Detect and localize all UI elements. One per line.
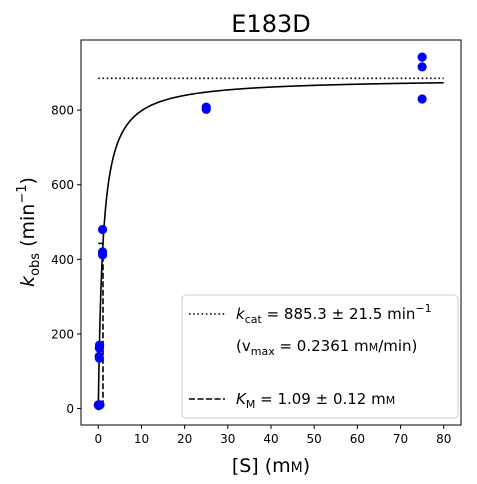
plot-area <box>93 52 444 411</box>
y-tick-label: 600 <box>51 178 74 192</box>
x-tick-label: 0 <box>94 432 102 446</box>
data-point <box>417 52 427 62</box>
y-axis-label-sub: obs <box>28 253 43 276</box>
legend-vmax-value: = 0.2361 m <box>275 337 369 355</box>
data-point <box>97 224 108 235</box>
legend-kcat-value: = 885.3 ± 21.5 min <box>262 305 416 323</box>
legend-entry-kcat: kcat = 885.3 ± 21.5 min−1 <box>236 302 432 326</box>
legend-vmax-sub: max <box>251 345 275 358</box>
y-tick-label: 0 <box>66 402 74 416</box>
x-tick-label: 20 <box>177 432 192 446</box>
data-point <box>95 400 105 410</box>
legend-vmax-tail: /min) <box>378 337 417 355</box>
legend-km-unit: M <box>386 394 396 407</box>
x-tick-label: 60 <box>350 432 365 446</box>
legend-kcat-symbol: k <box>236 305 246 323</box>
data-point <box>417 62 427 72</box>
x-axis-ticks: 0 10 20 30 40 50 60 70 80 <box>94 425 451 446</box>
y-axis-label-sup: −1 <box>15 184 30 203</box>
y-axis-label-unit: (min <box>17 204 39 253</box>
y-tick-label: 200 <box>51 327 74 341</box>
legend-km-symbol: K <box>236 390 247 408</box>
legend-entry-vmax: (vmax = 0.2361 mM/min) <box>236 337 417 358</box>
x-tick-label: 70 <box>393 432 408 446</box>
x-tick-label: 10 <box>134 432 149 446</box>
legend-vmax-symbol: (v <box>236 337 251 355</box>
y-axis-label-close: ) <box>17 177 39 184</box>
x-axis-label: [S] (mM) <box>232 455 310 477</box>
legend-kcat-sup: −1 <box>415 302 431 315</box>
x-tick-label: 80 <box>436 432 451 446</box>
legend: kcat = 885.3 ± 21.5 min−1 (vmax = 0.2361… <box>181 294 459 419</box>
y-tick-label: 800 <box>51 104 74 118</box>
michaelis-menten-fit-curve <box>97 81 444 409</box>
y-axis-label-k: k <box>17 275 39 287</box>
legend-vmax-unit: M <box>369 341 379 354</box>
legend-entry-km: KM = 1.09 ± 0.12 mM <box>236 390 395 411</box>
data-point <box>94 342 105 352</box>
legend-km-sub: M <box>246 398 256 411</box>
x-tick-label: 50 <box>307 432 322 446</box>
x-axis-label-unit: M <box>291 460 303 476</box>
y-tick-label: 400 <box>51 253 74 267</box>
data-point <box>417 94 427 104</box>
data-point <box>97 250 108 260</box>
x-axis-label-base: [S] (m <box>232 455 291 477</box>
legend-kcat-sub: cat <box>245 313 263 326</box>
chart-title: E183D <box>231 10 310 38</box>
data-point <box>201 104 211 114</box>
x-tick-label: 30 <box>220 432 235 446</box>
x-tick-label: 40 <box>263 432 278 446</box>
data-point <box>94 353 104 363</box>
legend-box <box>181 294 459 419</box>
legend-km-value: = 1.09 ± 0.12 m <box>255 390 385 408</box>
y-axis-ticks: 0 200 400 600 800 <box>51 104 81 416</box>
y-axis-label: kobs (min−1) <box>15 177 43 287</box>
x-axis-label-tail: ) <box>303 455 310 477</box>
